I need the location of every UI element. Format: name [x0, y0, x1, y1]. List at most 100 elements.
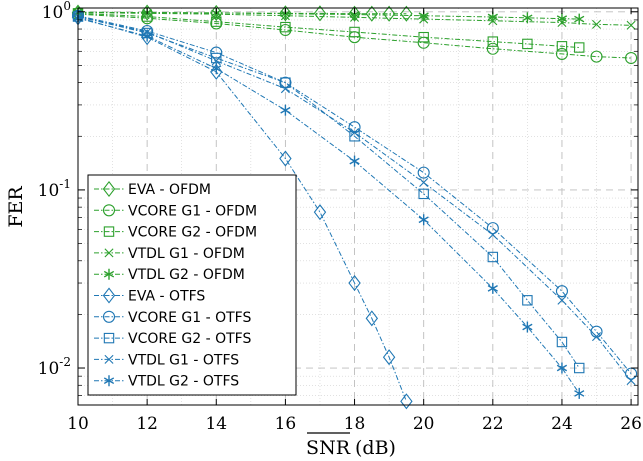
x-tick-label: 18: [344, 414, 366, 434]
data-point: [557, 295, 567, 305]
data-point: [556, 336, 568, 348]
legend-label: VTDL G1 - OTFS: [128, 352, 239, 368]
data-point: [279, 23, 292, 37]
data-point: [625, 51, 638, 65]
data-point: [486, 222, 499, 235]
legend-entry: VCORE G1 - OTFS: [94, 310, 251, 326]
data-point: [487, 251, 499, 263]
data-point: [556, 41, 568, 52]
data-point: [574, 42, 585, 53]
data-point: [365, 5, 379, 22]
legend-entry: EVA - OFDM: [94, 180, 211, 198]
legend-label: VCORE G1 - OFDM: [128, 203, 257, 219]
data-point: [350, 127, 360, 138]
data-point: [349, 26, 360, 38]
data-point: [555, 285, 569, 298]
legend-label: EVA - OTFS: [128, 289, 205, 305]
series-line: [77, 15, 632, 374]
legend-label: VCORE G2 - OFDM: [128, 225, 257, 241]
legend-box: [87, 174, 297, 396]
data-point: [556, 362, 568, 374]
x-tick-label: 14: [205, 414, 227, 434]
y-tick-label: 10-2: [38, 355, 71, 379]
legend-entry: VCORE G2 - OFDM: [94, 225, 257, 241]
data-point: [574, 13, 585, 25]
data-point: [211, 52, 222, 64]
legend-entry: EVA - OTFS: [94, 287, 205, 305]
data-point: [279, 150, 292, 167]
y-tick-label: 100: [42, 0, 71, 23]
data-point: [280, 21, 291, 33]
data-point: [348, 5, 361, 22]
data-point: [348, 274, 361, 292]
series-line: [77, 12, 580, 49]
legend-label: VTDL G2 - OFDM: [128, 267, 245, 283]
data-point: [418, 214, 429, 226]
legend-entry: VCORE G2 - OTFS: [94, 331, 251, 347]
data-point: [574, 362, 585, 374]
data-point: [400, 5, 413, 22]
data-point: [487, 282, 498, 294]
x-tick-label: 10: [67, 414, 89, 434]
legend-marker: [103, 226, 115, 237]
data-point: [486, 42, 499, 55]
data-point: [313, 5, 327, 22]
data-point: [382, 349, 396, 366]
legend-entry: VTDL G2 - OTFS: [94, 374, 239, 390]
legend-marker: [103, 375, 115, 387]
data-point: [556, 13, 568, 25]
series-line: [77, 16, 407, 402]
series-2: [72, 8, 585, 53]
legend: EVA - OFDM VCORE G1 - OFDM VCORE G2 - OFDM…: [87, 174, 297, 396]
legend-label: VCORE G2 - OTFS: [128, 331, 251, 347]
x-tick-label: 20: [413, 414, 435, 434]
data-point: [365, 310, 379, 327]
x-tick-label: 16: [275, 414, 297, 434]
data-point: [522, 38, 533, 50]
legend-entry: VTDL G1 - OFDM: [94, 246, 245, 262]
legend-marker: [103, 268, 115, 280]
legend-marker: [104, 354, 114, 364]
data-point: [522, 321, 533, 333]
data-point: [592, 332, 602, 342]
data-point: [211, 63, 222, 75]
data-point: [626, 376, 636, 386]
y-tick-label: 10-1: [38, 177, 71, 201]
x-axis-title-snr: SNR: [306, 437, 351, 459]
data-point: [626, 20, 636, 30]
series-layer: [71, 4, 638, 410]
data-point: [417, 166, 430, 179]
legend-marker: [102, 310, 116, 323]
series-line: [77, 16, 580, 369]
legend-marker: [103, 332, 115, 344]
x-tick-label: 12: [136, 414, 158, 434]
data-point: [280, 84, 290, 94]
data-point: [522, 295, 533, 306]
data-point: [210, 63, 223, 80]
legend-entry: VTDL G1 - OTFS: [94, 352, 239, 368]
data-point: [211, 56, 221, 66]
data-point: [280, 104, 291, 116]
x-tick-label: 24: [551, 414, 573, 434]
series-line: [77, 17, 580, 394]
y-axis-title: FER: [5, 186, 27, 228]
data-point: [418, 31, 429, 43]
x-axis-title: SNR (dB): [306, 432, 396, 459]
legend-entry: VTDL G2 - OFDM: [94, 267, 245, 283]
data-point: [313, 204, 327, 221]
series-9: [72, 12, 585, 399]
data-point: [487, 36, 499, 47]
data-point: [555, 47, 569, 60]
data-point: [522, 12, 533, 24]
legend-label: VCORE G1 - OTFS: [128, 310, 251, 326]
legend-marker: [102, 287, 116, 304]
series-7: [72, 11, 585, 374]
series-line: [77, 13, 632, 59]
data-point: [574, 387, 585, 399]
series-line: [77, 11, 580, 20]
x-tick-label: 26: [620, 414, 642, 434]
legend-label: VTDL G1 - OFDM: [128, 246, 245, 262]
legend-label: VTDL G2 - OTFS: [128, 374, 239, 390]
legend-marker: [102, 180, 116, 198]
